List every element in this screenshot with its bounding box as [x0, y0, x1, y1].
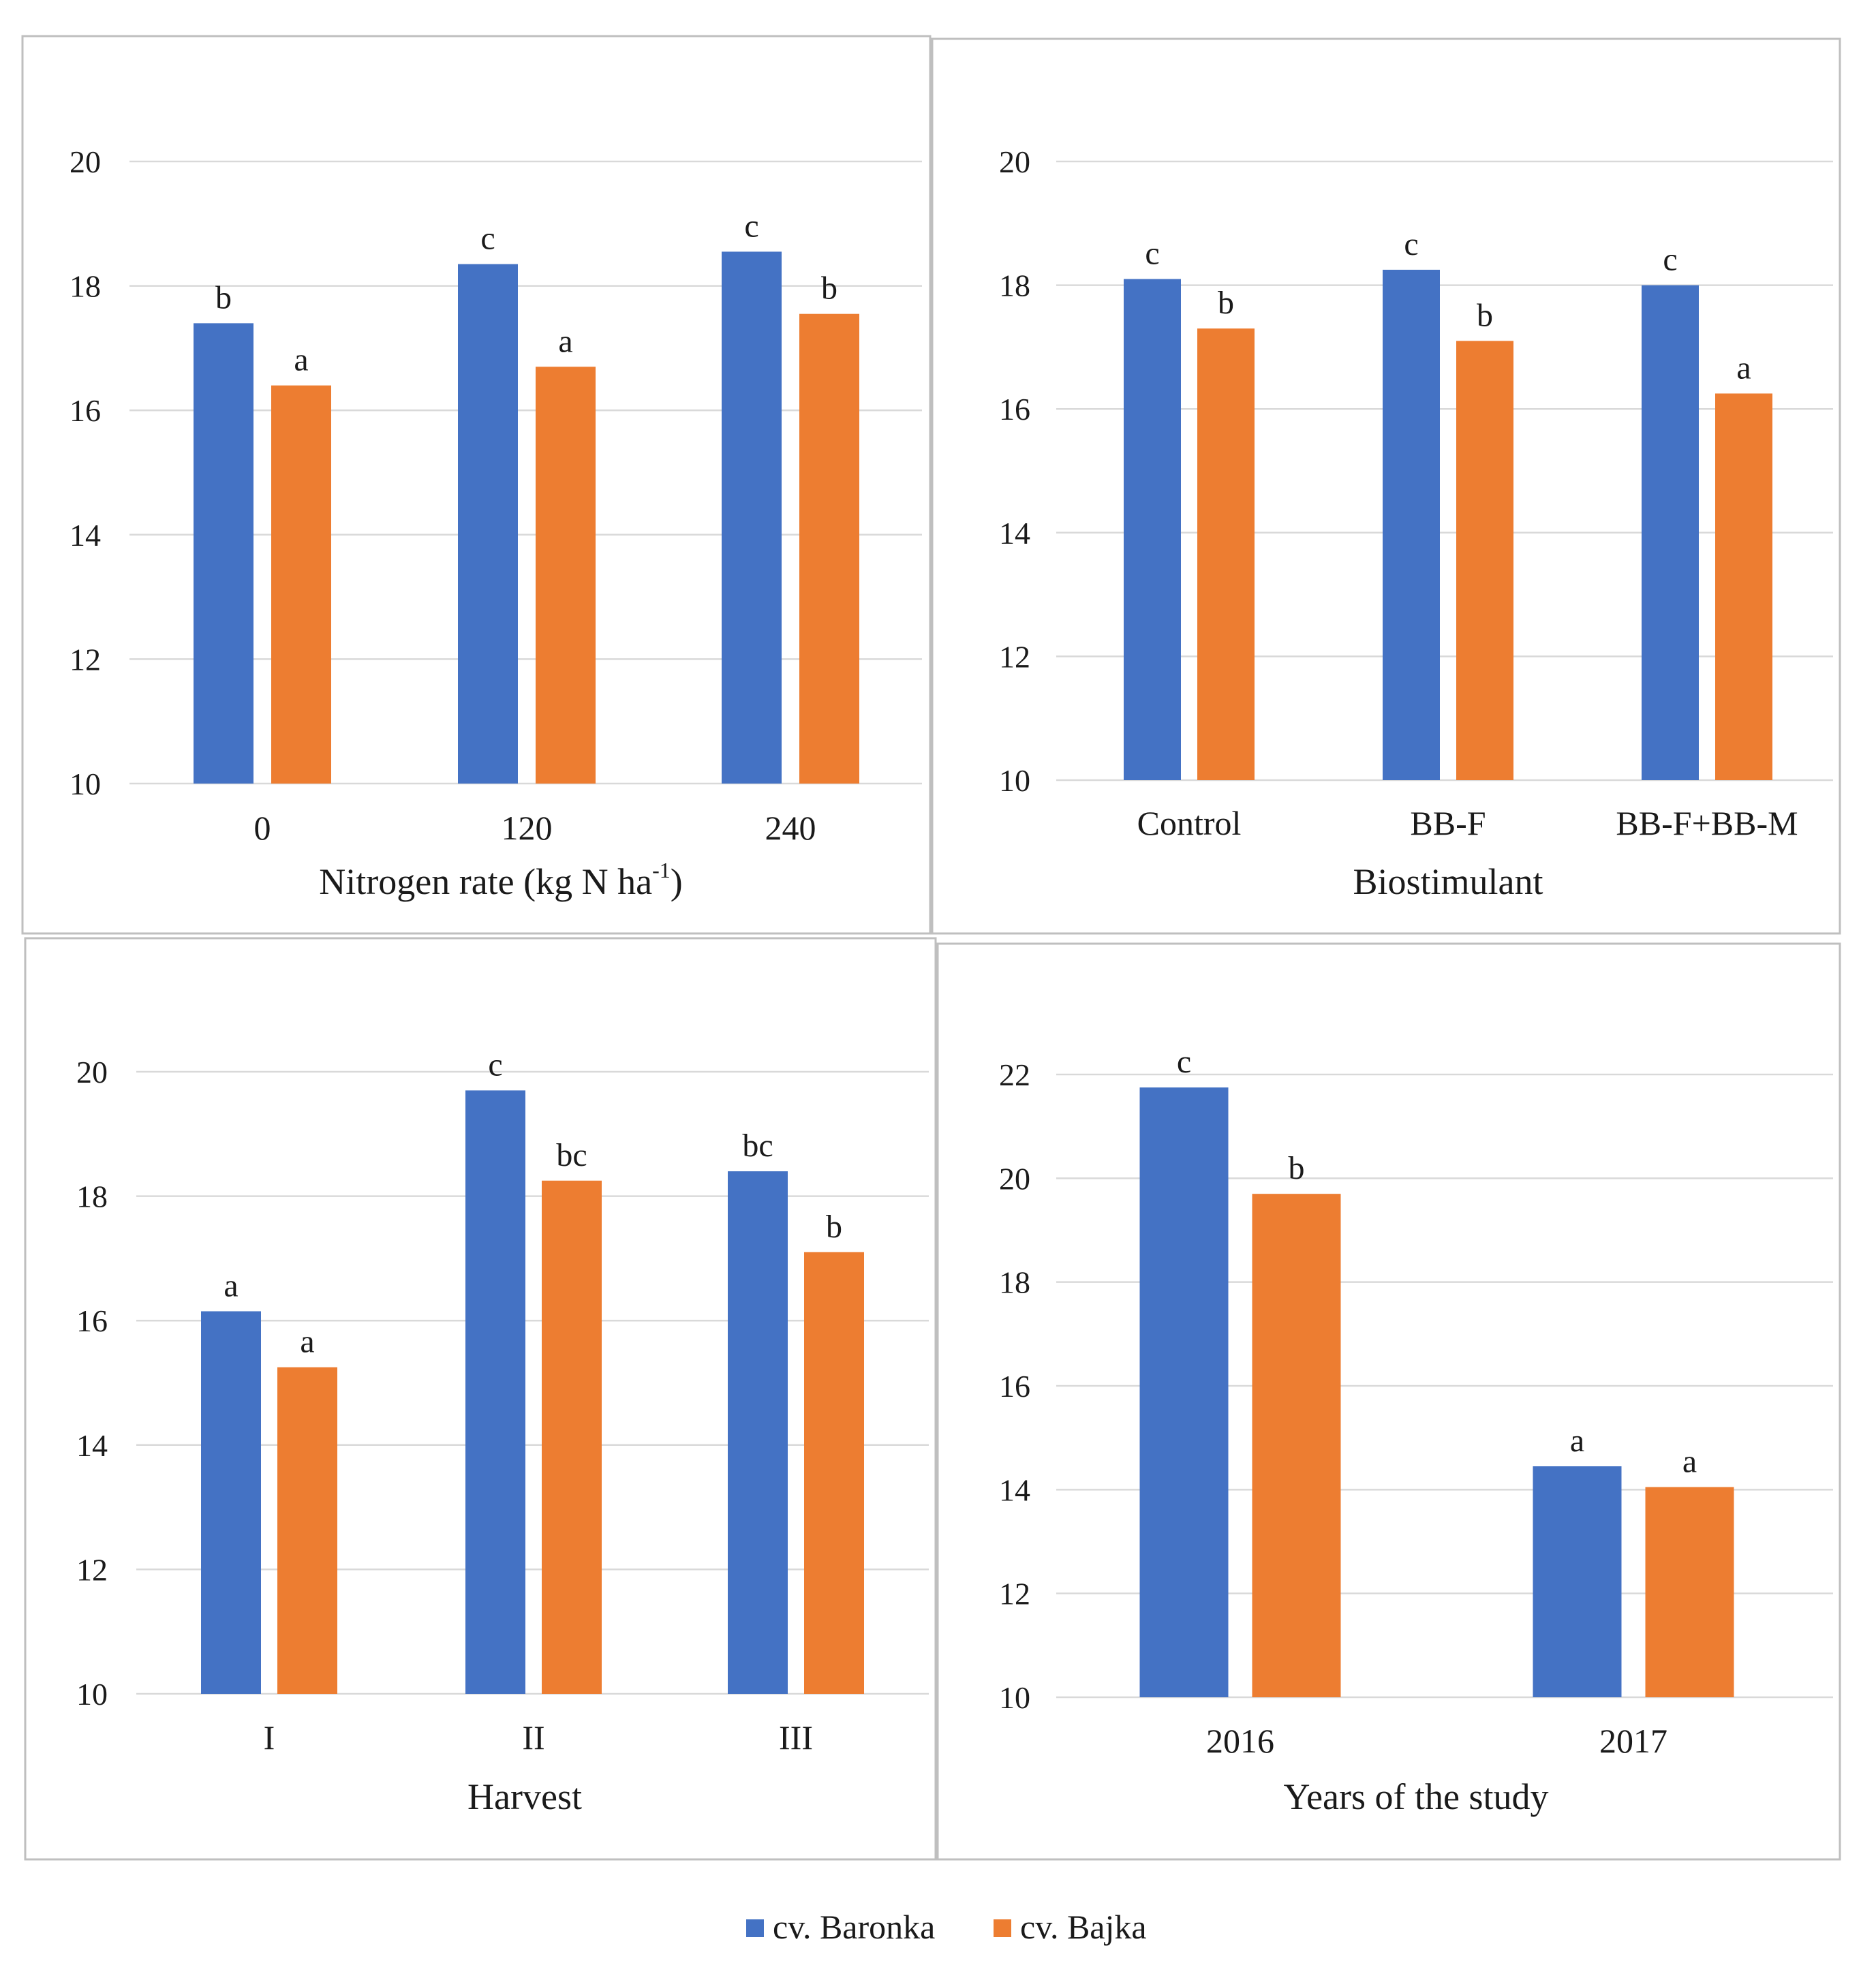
bar-baronka — [728, 1171, 788, 1694]
bar-baronka — [722, 251, 782, 784]
x-tick-label: II — [522, 1718, 544, 1757]
bar-baronka — [1642, 285, 1699, 781]
bar-bajka — [1252, 1194, 1341, 1697]
significance-letter: a — [300, 1324, 314, 1360]
bar-bajka — [1715, 393, 1772, 780]
y-tick-label: 20 — [999, 144, 1030, 179]
y-tick-label: 12 — [76, 1552, 108, 1587]
chart-panel-biostimulant: 10 12 14 16 18 20 c c c b b a Control BB-F BB-F+BB-M… — [931, 37, 1841, 935]
bar-bajka — [799, 313, 859, 784]
significance-letter: a — [224, 1268, 238, 1304]
significance-letter: b — [1477, 297, 1493, 333]
significance-letter: a — [1736, 350, 1751, 386]
y-tick-label: 10 — [76, 1677, 108, 1712]
y-tick-label: 16 — [999, 1369, 1030, 1404]
significance-letter: a — [1570, 1423, 1584, 1459]
y-tick-label: 10 — [999, 1680, 1030, 1715]
significance-letter: c — [1404, 226, 1418, 262]
x-tick-label: 2017 — [1599, 1722, 1667, 1760]
bar-bajka — [536, 367, 596, 784]
bar-baronka — [1139, 1087, 1229, 1697]
significance-letter: b — [826, 1209, 842, 1245]
significance-letter: bc — [556, 1137, 587, 1173]
y-tick-label: 20 — [999, 1161, 1030, 1196]
chart-panel-nitrogen-rate: 10 12 14 16 18 20 b c c a a b 0 120 240 Nitrogen rat… — [21, 35, 932, 935]
y-tick-label: 16 — [70, 393, 101, 428]
y-tick-label: 14 — [70, 518, 101, 553]
bar-baronka — [1383, 269, 1440, 780]
legend: cv. Baronka cv. Bajka — [746, 1908, 1147, 1946]
y-tick-label: 10 — [999, 763, 1030, 798]
y-tick-label: 12 — [70, 642, 101, 677]
significance-letter: b — [821, 270, 837, 307]
significance-letter: c — [1145, 236, 1159, 272]
y-tick-label: 14 — [999, 516, 1030, 551]
y-tick-label: 20 — [70, 144, 101, 179]
y-tick-label: 18 — [999, 268, 1030, 303]
bar-bajka — [542, 1180, 602, 1694]
x-tick-label: 0 — [254, 809, 271, 847]
bar-bajka — [1197, 328, 1255, 780]
y-tick-label: 18 — [70, 269, 101, 304]
bar-baronka — [1533, 1466, 1622, 1697]
chart-panel-years: 10 12 14 16 18 20 22 c a b a 2016 2017 Years of th… — [936, 942, 1841, 1861]
significance-letter: bc — [742, 1128, 773, 1164]
significance-letter: c — [480, 221, 495, 257]
x-tick-label: BB-F+BB-M — [1616, 804, 1798, 842]
bar-baronka — [1124, 279, 1181, 780]
y-tick-label: 12 — [999, 1577, 1030, 1611]
bar-bajka — [1645, 1487, 1734, 1697]
x-tick-label: I — [264, 1718, 275, 1757]
bar-bajka — [1456, 341, 1513, 780]
x-tick-label: 120 — [502, 809, 553, 847]
significance-letter: c — [1663, 242, 1677, 278]
y-tick-label: 16 — [76, 1303, 108, 1338]
y-tick-label: 12 — [999, 639, 1030, 674]
bar-bajka — [271, 385, 331, 784]
x-axis-title: Years of the study — [1284, 1776, 1549, 1817]
legend-swatch-baronka — [746, 1919, 764, 1937]
y-tick-label: 18 — [76, 1179, 108, 1214]
legend-label-baronka: cv. Baronka — [773, 1908, 935, 1946]
legend-swatch-bajka — [994, 1919, 1011, 1937]
panel-border — [936, 942, 1841, 1861]
significance-letter: c — [1177, 1044, 1191, 1080]
y-tick-label: 22 — [999, 1057, 1030, 1092]
significance-letter: b — [1218, 285, 1234, 321]
y-tick-label: 20 — [76, 1055, 108, 1089]
bar-baronka — [194, 323, 253, 784]
y-tick-label: 18 — [999, 1265, 1030, 1300]
y-tick-label: 16 — [999, 392, 1030, 427]
bar-baronka — [458, 264, 518, 784]
significance-letter: a — [558, 323, 572, 359]
significance-letter: b — [215, 279, 232, 315]
significance-letter: c — [744, 208, 758, 244]
y-tick-label: 14 — [999, 1472, 1030, 1507]
x-tick-label: 240 — [765, 809, 816, 847]
legend-label-bajka: cv. Bajka — [1020, 1908, 1147, 1946]
bar-baronka — [465, 1090, 525, 1694]
x-tick-label: 2016 — [1206, 1722, 1274, 1760]
bar-bajka — [277, 1367, 337, 1694]
bar-baronka — [201, 1311, 261, 1694]
x-tick-label: BB-F — [1410, 804, 1486, 842]
significance-letter: a — [1682, 1444, 1697, 1480]
significance-letter: b — [1289, 1150, 1305, 1186]
significance-letter: a — [294, 342, 308, 378]
x-axis-title: Harvest — [467, 1776, 582, 1817]
x-tick-label: III — [779, 1718, 813, 1757]
y-tick-label: 10 — [70, 767, 101, 801]
x-tick-label: Control — [1137, 804, 1242, 842]
bar-bajka — [804, 1252, 864, 1694]
x-axis-title: Nitrogen rate (kg N ha-1) — [319, 858, 682, 902]
x-axis-title: Biostimulant — [1353, 861, 1543, 902]
significance-letter: c — [488, 1047, 502, 1083]
y-tick-label: 14 — [76, 1428, 108, 1463]
